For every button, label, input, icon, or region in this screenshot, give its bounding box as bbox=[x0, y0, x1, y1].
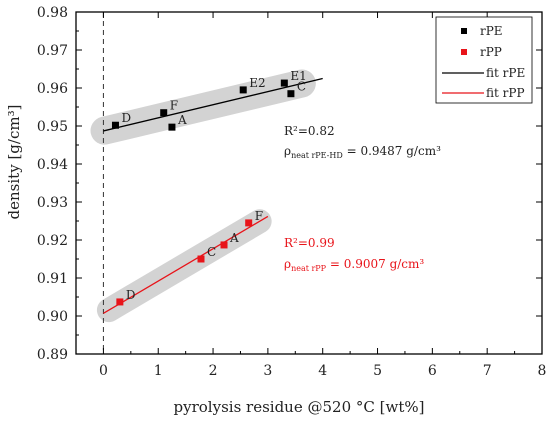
y-tick-labels: 0.89 0.90 0.91 0.92 0.93 0.94 0.95 0.96 0.97 0.98 bbox=[37, 5, 68, 363]
fit-line-rpp bbox=[103, 215, 269, 314]
point-rpp-c bbox=[197, 255, 205, 263]
point-label: A bbox=[177, 113, 187, 127]
legend-marker-rpp bbox=[461, 49, 467, 55]
point-label: E2 bbox=[249, 76, 265, 90]
point-label: C bbox=[297, 80, 306, 94]
point-rpe-e1 bbox=[280, 79, 288, 87]
point-label: D bbox=[126, 288, 136, 302]
y-tick-label: 0.89 bbox=[37, 347, 68, 363]
y-tick-label: 0.92 bbox=[37, 233, 68, 249]
point-rpe-e2 bbox=[239, 86, 247, 94]
fit-line-rpe bbox=[103, 77, 323, 132]
legend-label-rpe: rPE bbox=[480, 24, 503, 38]
point-label: A bbox=[229, 231, 239, 245]
rpe-rho-symbol: ρ bbox=[284, 144, 291, 158]
rpp-rho-symbol: ρ bbox=[284, 257, 291, 271]
x-tick-label: 2 bbox=[209, 363, 218, 379]
point-rpe-d bbox=[111, 121, 119, 129]
point-rpe-c bbox=[287, 90, 295, 98]
point-label: F bbox=[170, 99, 178, 113]
rpp-density-text: ρneat rPP = 0.9007 g/cm³ bbox=[284, 257, 424, 273]
point-label: E1 bbox=[290, 69, 306, 83]
legend-box bbox=[435, 16, 533, 104]
rpp-r2-text: R²=0.99 bbox=[284, 236, 335, 250]
data-points bbox=[111, 79, 295, 306]
x-tick-labels: 0 1 2 3 4 5 6 7 8 bbox=[99, 363, 547, 379]
point-label: F bbox=[255, 209, 263, 223]
x-tick-label: 1 bbox=[154, 363, 163, 379]
point-rpp-d bbox=[116, 298, 124, 306]
point-rpp-f bbox=[245, 219, 253, 227]
y-tick-label: 0.90 bbox=[37, 309, 68, 325]
y-tick-label: 0.93 bbox=[37, 195, 68, 211]
y-axis-title: density [g/cm³] bbox=[5, 105, 23, 220]
rpe-density-text: ρneat rPE-HD = 0.9487 g/cm³ bbox=[284, 144, 441, 160]
x-tick-label: 0 bbox=[99, 363, 108, 379]
y-tick-label: 0.94 bbox=[37, 157, 68, 173]
y-tick-label: 0.95 bbox=[37, 119, 68, 135]
y-tick-label: 0.98 bbox=[37, 5, 68, 21]
legend-label-fit-rpp: fit rPP bbox=[486, 86, 525, 100]
x-tick-label: 7 bbox=[483, 363, 492, 379]
point-rpe-a bbox=[168, 123, 176, 131]
point-rpp-a bbox=[220, 241, 228, 249]
y-tick-label: 0.96 bbox=[37, 81, 68, 97]
rpe-r2-text: R²=0.82 bbox=[284, 124, 335, 138]
rpe-rho-subscript: neat rPE-HD bbox=[291, 151, 343, 160]
axis-ticks bbox=[75, 11, 543, 355]
rpe-annotation: R²=0.82 ρneat rPE-HD = 0.9487 g/cm³ bbox=[284, 124, 441, 160]
x-tick-label: 4 bbox=[318, 363, 327, 379]
x-tick-label: 6 bbox=[428, 363, 437, 379]
rpp-rho-subscript: neat rPP bbox=[291, 264, 327, 273]
rpp-annotation: R²=0.99 ρneat rPP = 0.9007 g/cm³ bbox=[284, 236, 424, 273]
legend-marker-rpe bbox=[461, 28, 467, 34]
point-label: D bbox=[121, 111, 131, 125]
rpp-rho-value: = 0.9007 g/cm³ bbox=[326, 257, 424, 271]
y-tick-label: 0.97 bbox=[37, 43, 68, 59]
point-label: C bbox=[207, 245, 216, 259]
x-tick-label: 3 bbox=[263, 363, 272, 379]
legend-label-rpp: rPP bbox=[480, 45, 502, 59]
legend: rPE rPP fit rPE fit rPP bbox=[435, 16, 533, 104]
fit-lines bbox=[103, 77, 323, 314]
x-tick-label: 8 bbox=[538, 363, 547, 379]
x-tick-label: 5 bbox=[373, 363, 382, 379]
point-rpe-f bbox=[160, 109, 168, 117]
x-axis-title: pyrolysis residue @520 °C [wt%] bbox=[174, 398, 425, 416]
legend-label-fit-rpe: fit rPE bbox=[486, 66, 525, 80]
y-tick-label: 0.91 bbox=[37, 271, 68, 287]
rpe-rho-value: = 0.9487 g/cm³ bbox=[343, 144, 441, 158]
